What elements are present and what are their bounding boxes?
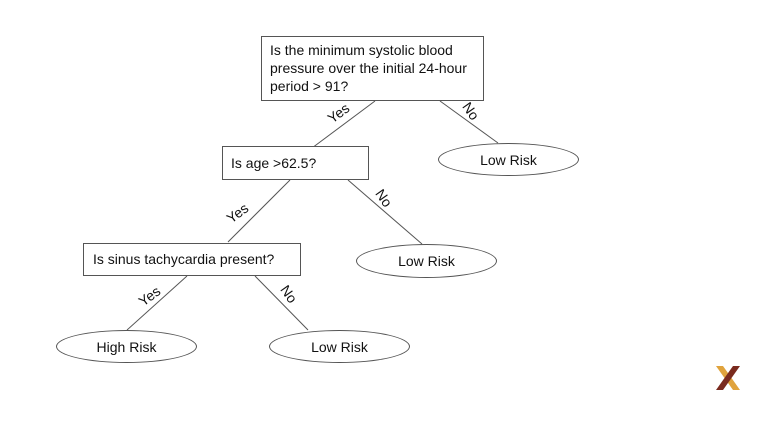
low-risk-outcome-3-label: Low Risk — [311, 338, 368, 355]
low-risk-outcome-3: Low Risk — [269, 330, 410, 363]
age-question-text: Is age >62.5? — [231, 155, 317, 171]
low-risk-outcome-2-label: Low Risk — [398, 253, 455, 269]
edge-root-no-line — [439, 100, 499, 144]
low-risk-outcome-2: Low Risk — [356, 244, 497, 278]
edge-tachy-no-line — [254, 275, 309, 331]
low-risk-outcome-1-label: Low Risk — [480, 151, 537, 168]
high-risk-outcome: High Risk — [56, 330, 197, 363]
brand-x-logo-icon — [716, 366, 740, 390]
age-question-box: Is age >62.5? — [222, 146, 369, 180]
edge-age-no-line — [347, 179, 423, 245]
low-risk-outcome-1: Low Risk — [438, 143, 579, 176]
tachycardia-question-text: Is sinus tachycardia present? — [93, 251, 275, 267]
logo-stroke-dark — [716, 366, 740, 390]
tachycardia-question-box: Is sinus tachycardia present? — [83, 243, 301, 276]
edge-age-yes-line — [227, 179, 291, 243]
root-question-box: Is the minimum systolic blood pressure o… — [261, 36, 484, 101]
edge-root-yes-line — [311, 100, 376, 149]
root-question-text: Is the minimum systolic blood pressure o… — [270, 42, 467, 94]
high-risk-outcome-label: High Risk — [96, 338, 157, 355]
edge-tachy-yes-line — [126, 275, 188, 331]
